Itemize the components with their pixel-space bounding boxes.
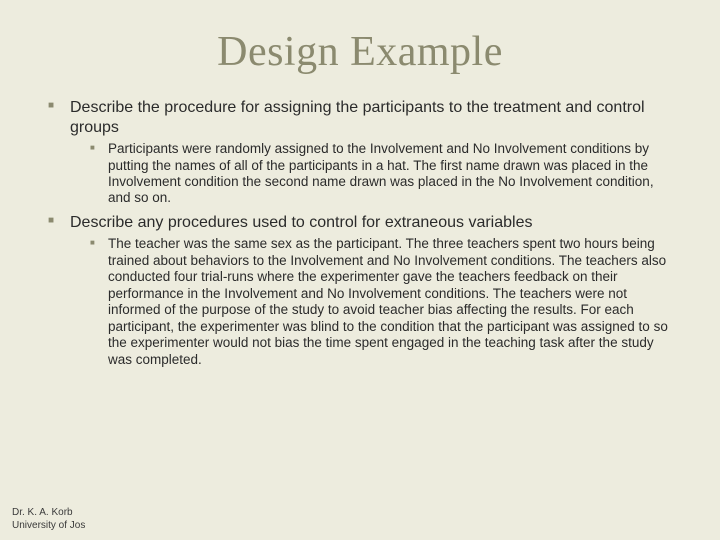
bullet-1-1: Participants were randomly assigned to t…	[88, 141, 672, 207]
bullet-1: Describe the procedure for assigning the…	[46, 98, 672, 207]
footer-line1: Dr. K. A. Korb	[12, 507, 85, 520]
bullet-2-text: Describe any procedures used to control …	[70, 214, 532, 231]
bullet-2: Describe any procedures used to control …	[46, 213, 672, 368]
bullet-1-1-text: Participants were randomly assigned to t…	[108, 141, 654, 205]
slide: Design Example Describe the procedure fo…	[0, 0, 720, 540]
slide-title: Design Example	[42, 28, 678, 76]
bullet-2-sublist: The teacher was the same sex as the part…	[70, 236, 672, 368]
footer: Dr. K. A. Korb University of Jos	[12, 507, 85, 532]
bullet-2-1: The teacher was the same sex as the part…	[88, 236, 672, 368]
bullet-list: Describe the procedure for assigning the…	[42, 98, 678, 368]
bullet-1-text: Describe the procedure for assigning the…	[70, 99, 645, 136]
footer-line2: University of Jos	[12, 520, 85, 533]
bullet-1-sublist: Participants were randomly assigned to t…	[70, 141, 672, 207]
bullet-2-1-text: The teacher was the same sex as the part…	[108, 236, 668, 366]
